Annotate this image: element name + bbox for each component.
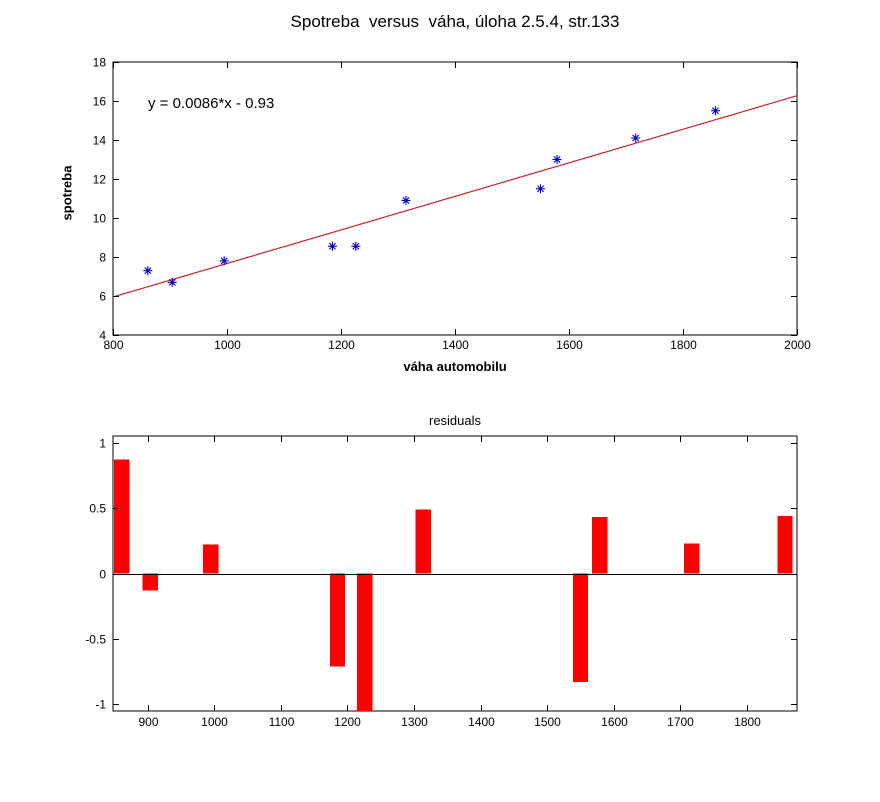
svg-text:18: 18 [93,56,107,70]
svg-text:1000: 1000 [201,715,228,729]
svg-text:12: 12 [93,173,107,187]
figure-title: Spotreba versus váha, úloha 2.5.4, str.1… [290,12,620,31]
svg-text:1300: 1300 [401,715,428,729]
svg-text:6: 6 [99,290,106,304]
svg-text:8: 8 [99,251,106,265]
svg-text:1400: 1400 [442,338,469,352]
svg-text:1: 1 [99,437,106,451]
fit-equation-label: y = 0.0086*x - 0.93 [148,95,275,112]
svg-text:800: 800 [103,338,123,352]
top-chart-x-axis-label: váha automobilu [403,359,507,374]
top-chart-y-axis-label: spotreba [59,165,75,221]
svg-text:1800: 1800 [734,715,761,729]
svg-text:1700: 1700 [667,715,694,729]
svg-text:900: 900 [138,715,158,729]
bottom-chart-title: residuals [428,413,482,428]
svg-text:1100: 1100 [269,715,295,729]
svg-text:1800: 1800 [670,338,697,352]
svg-text:1400: 1400 [468,715,495,729]
svg-text:14: 14 [93,134,107,148]
svg-text:10: 10 [93,212,107,226]
svg-text:-1: -1 [95,698,106,712]
svg-text:16: 16 [93,95,107,109]
svg-text:1600: 1600 [601,715,628,729]
svg-text:0.5: 0.5 [89,502,106,516]
svg-text:-0.5: -0.5 [85,633,106,647]
svg-text:1600: 1600 [556,338,583,352]
svg-text:1500: 1500 [534,715,561,729]
svg-text:1200: 1200 [334,715,361,729]
svg-text:4: 4 [99,329,106,343]
svg-text:1000: 1000 [214,338,241,352]
svg-text:2000: 2000 [784,338,811,352]
svg-text:1200: 1200 [328,338,355,352]
svg-text:0: 0 [99,568,106,582]
